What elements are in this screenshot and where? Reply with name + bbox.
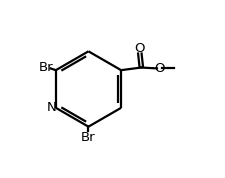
Text: Br: Br [39,61,53,74]
Text: Br: Br [81,131,95,144]
Text: N: N [47,101,57,114]
Text: O: O [134,42,144,55]
Text: O: O [154,62,164,75]
